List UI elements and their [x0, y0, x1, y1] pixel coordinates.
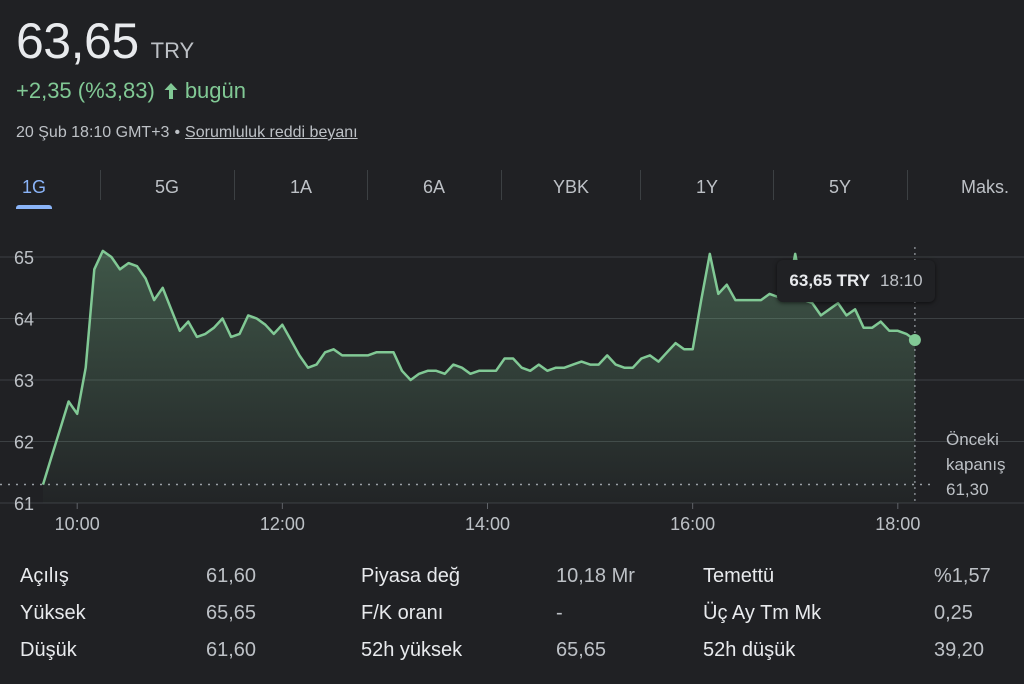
x-tick-label: 12:00 [260, 514, 305, 534]
y-axis-ticks: 65 64 63 62 61 [14, 248, 34, 514]
x-axis-ticks: 10:00 12:00 14:00 16:00 18:00 [55, 503, 920, 534]
disclaimer-link[interactable]: Sorumluluk reddi beyanı [185, 124, 358, 141]
x-tick-label: 16:00 [670, 514, 715, 534]
price-header: 63,65 TRY [16, 12, 194, 70]
tab-divider [773, 170, 774, 200]
stat-value: 65,65 [206, 602, 257, 624]
stat-value: 61,60 [206, 565, 257, 587]
previous-close-value: 61,30 [946, 480, 989, 499]
tab-ybk[interactable]: YBK [552, 177, 590, 197]
stat-value: 39,20 [934, 639, 985, 661]
stat-label: Yüksek [20, 602, 86, 624]
tab-divider [100, 170, 101, 200]
previous-close-label: Önceki kapanış 61,30 [946, 427, 1006, 502]
stat-label: 52h düşük [703, 639, 796, 661]
active-tab-indicator [16, 205, 52, 209]
tab-1a[interactable]: 1A [289, 177, 313, 197]
tab-divider [907, 170, 908, 200]
previous-close-title-2: kapanış [946, 455, 1006, 474]
tooltip-price: 63,65 TRY [789, 271, 871, 290]
stat-label: Temettü [703, 565, 775, 587]
stat-label: Piyasa değ [361, 565, 460, 587]
y-tick-label: 65 [14, 248, 34, 268]
currency-code: TRY [150, 38, 195, 63]
tab-divider [367, 170, 368, 200]
x-tick-label: 10:00 [55, 514, 100, 534]
tab-maks[interactable]: Maks. [960, 177, 1009, 197]
stat-label: F/K oranı [361, 602, 444, 624]
change-value: +2,35 (%3,83) [16, 78, 155, 103]
intraday-price-chart[interactable]: 65 64 63 62 61 10:00 12:00 14:00 16:00 18:00 [0, 225, 1024, 545]
tab-divider [640, 170, 641, 200]
stat-label: 52h yüksek [361, 639, 463, 661]
stat-value: 65,65 [556, 639, 607, 661]
x-tick-label: 14:00 [465, 514, 510, 534]
current-price-dot [908, 334, 921, 347]
tooltip-time: 18:10 [880, 271, 923, 290]
price-change: +2,35 (%3,83) bugün [16, 78, 246, 104]
previous-close-title-1: Önceki [946, 430, 999, 449]
x-tick-label: 18:00 [875, 514, 920, 534]
stat-value: 10,18 Mr [556, 565, 635, 587]
tab-6a[interactable]: 6A [422, 177, 446, 197]
current-price: 63,65 [16, 13, 139, 69]
stat-value: %1,57 [934, 565, 991, 587]
price-area-fill [43, 250, 915, 503]
tab-1y[interactable]: 1Y [695, 177, 719, 197]
stat-value: 61,60 [206, 639, 257, 661]
change-period: bugün [184, 78, 246, 103]
y-tick-label: 62 [14, 433, 34, 453]
y-tick-label: 61 [14, 494, 34, 514]
price-tooltip: 63,65 TRY 18:10 [777, 260, 935, 302]
stat-value: - [556, 602, 563, 624]
tab-divider [501, 170, 502, 200]
stat-label: Düşük [20, 639, 77, 661]
time-range-tabs: 1G 5G 1A 6A YBK 1Y 5Y Maks. [0, 170, 1024, 210]
y-tick-label: 64 [14, 310, 34, 330]
arrow-up-icon [163, 82, 179, 100]
stat-label: Üç Ay Tm Mk [703, 602, 822, 624]
quote-meta: 20 Şub 18:10 GMT+3 • Sorumluluk reddi beya… [16, 124, 358, 142]
separator-dot: • [174, 124, 181, 141]
stat-value: 0,25 [934, 602, 973, 624]
y-tick-label: 63 [14, 371, 34, 391]
tab-5y[interactable]: 5Y [828, 177, 852, 197]
price-line [41, 249, 916, 485]
tab-divider [234, 170, 235, 200]
tab-5g[interactable]: 5G [154, 177, 179, 197]
stat-label: Açılış [20, 565, 69, 587]
tab-1g[interactable]: 1G [21, 177, 46, 197]
quote-timestamp: 20 Şub 18:10 GMT+3 [16, 124, 170, 141]
